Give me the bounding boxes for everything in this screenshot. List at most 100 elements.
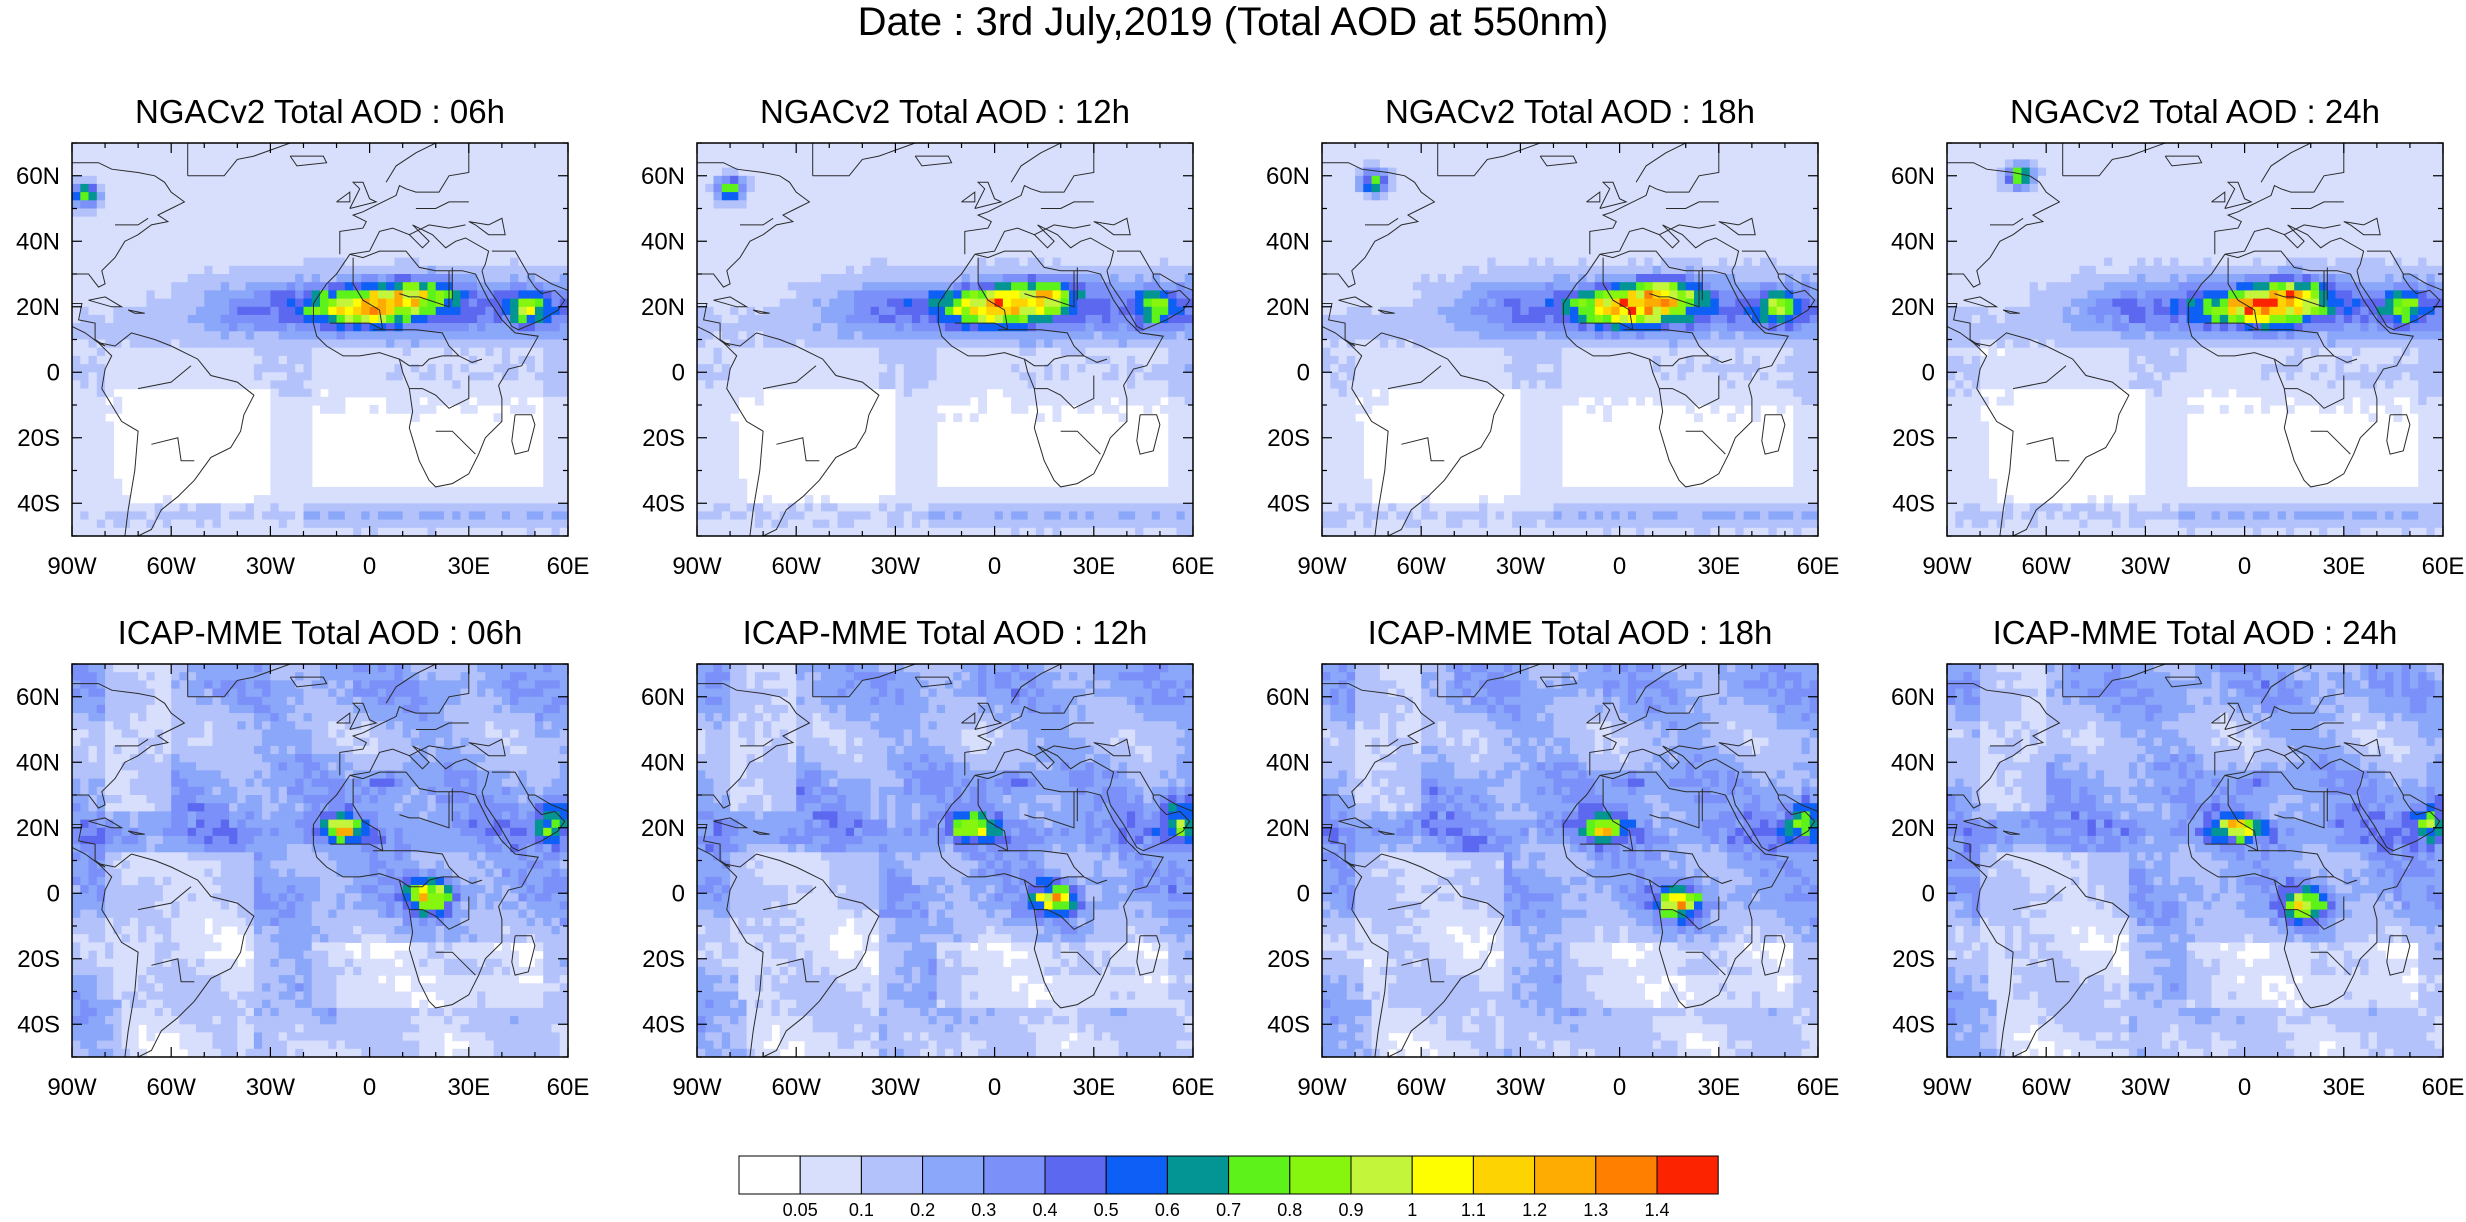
lon-tick-label: 90W <box>1922 1074 1972 1101</box>
lat-tick-label: 0 <box>47 880 60 907</box>
lon-tick-label: 90W <box>47 553 97 580</box>
lat-tick-label: 20S <box>642 946 685 973</box>
lon-tick-label: 60E <box>547 553 590 580</box>
lon-tick-label: 30W <box>1496 553 1546 580</box>
lat-tick-label: 0 <box>1297 880 1310 907</box>
aod-field <box>72 664 568 1057</box>
colorbar-label: 1.3 <box>1583 1200 1608 1220</box>
lon-tick-label: 0 <box>988 1074 1001 1101</box>
panel-title: ICAP-MME Total AOD : 06h <box>118 614 523 651</box>
lon-tick-label: 0 <box>1613 553 1626 580</box>
lat-tick-label: 20N <box>1891 294 1935 321</box>
lon-tick-label: 30W <box>2121 1074 2171 1101</box>
coastlines <box>1322 143 1818 536</box>
lon-tick-label: 30E <box>1697 1074 1740 1101</box>
colorbar-label: 1.1 <box>1461 1200 1486 1220</box>
lon-tick-label: 60W <box>772 553 822 580</box>
lon-tick-label: 30E <box>2322 553 2365 580</box>
lon-tick-label: 30W <box>246 553 296 580</box>
lat-tick-label: 40N <box>1266 228 1310 255</box>
colorbar-label: 0.4 <box>1032 1200 1057 1220</box>
lat-tick-label: 60N <box>16 163 60 190</box>
colorbar-label: 1.4 <box>1644 1200 1669 1220</box>
colorbar-swatch <box>1656 1155 1719 1195</box>
lon-tick-label: 60E <box>1797 553 1840 580</box>
lat-tick-label: 20S <box>1267 425 1310 452</box>
colorbar-label: 1.2 <box>1522 1200 1547 1220</box>
lon-tick-label: 30E <box>1072 553 1115 580</box>
colorbar-swatch <box>1595 1155 1658 1195</box>
lon-tick-label: 90W <box>1297 553 1347 580</box>
colorbar-swatch <box>1350 1155 1413 1195</box>
lon-tick-label: 60E <box>1172 553 1215 580</box>
lat-tick-label: 40N <box>641 228 685 255</box>
colorbar-label: 0.05 <box>783 1200 818 1220</box>
colorbar-swatch <box>922 1155 985 1195</box>
lat-tick-label: 0 <box>1922 880 1935 907</box>
lat-tick-label: 60N <box>1891 163 1935 190</box>
coastlines <box>697 143 1193 536</box>
lon-tick-label: 60W <box>1397 1074 1447 1101</box>
coastlines <box>1947 664 2443 1057</box>
colorbar-swatch <box>1472 1155 1536 1195</box>
colorbar-label: 0.8 <box>1277 1200 1302 1220</box>
lon-tick-label: 90W <box>1297 1074 1347 1101</box>
colorbar-label: 0.5 <box>1094 1200 1119 1220</box>
lat-tick-label: 20N <box>16 294 60 321</box>
colorbar-swatch <box>1411 1155 1474 1195</box>
lon-tick-label: 30W <box>871 553 921 580</box>
lon-tick-label: 90W <box>672 553 722 580</box>
colorbar-swatch <box>1044 1155 1107 1195</box>
map-panel: NGACv2 Total AOD : 12h 90W 60W 30W 0 30E 60E 60… <box>641 93 1214 580</box>
map-panel: ICAP-MME Total AOD : 12h 90W 60W 30W 0 30E 60E… <box>641 614 1214 1101</box>
lat-tick-label: 0 <box>1922 359 1935 386</box>
lat-tick-label: 20N <box>1266 294 1310 321</box>
colorbar-swatch <box>1534 1155 1597 1195</box>
colorbar-swatch <box>983 1155 1046 1195</box>
figure-title: Date : 3rd July,2019 (Total AOD at 550nm… <box>0 0 2466 44</box>
lon-tick-label: 60W <box>147 1074 197 1101</box>
colorbar: 0.05 0.1 0.2 0.3 0.4 0.5 0.6 0.7 0.8 0.9 1 1.1 1.2 1.… <box>738 1155 1719 1220</box>
lat-tick-label: 40S <box>1892 490 1935 517</box>
lat-tick-label: 40S <box>642 490 685 517</box>
lon-tick-label: 60W <box>772 1074 822 1101</box>
colorbar-label: 0.1 <box>849 1200 874 1220</box>
colorbar-label: 0.2 <box>910 1200 935 1220</box>
lon-tick-label: 60E <box>547 1074 590 1101</box>
lat-tick-label: 20S <box>1892 425 1935 452</box>
colorbar-swatch <box>738 1155 801 1195</box>
lat-tick-label: 20N <box>641 815 685 842</box>
lon-tick-label: 30W <box>1496 1074 1546 1101</box>
lat-tick-label: 20N <box>16 815 60 842</box>
lat-tick-label: 0 <box>47 359 60 386</box>
coastlines <box>72 143 568 536</box>
lon-tick-label: 0 <box>363 553 376 580</box>
lon-tick-label: 60E <box>2422 553 2465 580</box>
lat-tick-label: 20N <box>641 294 685 321</box>
lat-tick-label: 60N <box>641 684 685 711</box>
panel-title: ICAP-MME Total AOD : 24h <box>1993 614 2398 651</box>
panel-title: ICAP-MME Total AOD : 18h <box>1368 614 1773 651</box>
lon-tick-label: 60W <box>1397 553 1447 580</box>
lat-tick-label: 20S <box>1892 946 1935 973</box>
lat-tick-label: 60N <box>16 684 60 711</box>
aod-field <box>72 143 568 536</box>
lat-tick-label: 40N <box>641 749 685 776</box>
lat-tick-label: 20S <box>17 946 60 973</box>
lat-tick-label: 20S <box>642 425 685 452</box>
lon-tick-label: 90W <box>672 1074 722 1101</box>
panel-title: NGACv2 Total AOD : 18h <box>1385 93 1755 130</box>
aod-field <box>1322 143 1818 536</box>
lon-tick-label: 0 <box>1613 1074 1626 1101</box>
lon-tick-label: 30W <box>246 1074 296 1101</box>
lon-tick-label: 60E <box>1172 1074 1215 1101</box>
lon-tick-label: 30W <box>2121 553 2171 580</box>
lat-tick-label: 40S <box>1267 1011 1310 1038</box>
lat-tick-label: 40N <box>16 228 60 255</box>
lat-tick-label: 60N <box>1891 684 1935 711</box>
lat-tick-label: 40S <box>1892 1011 1935 1038</box>
lon-tick-label: 0 <box>988 553 1001 580</box>
colorbar-swatch <box>1166 1155 1230 1195</box>
lat-tick-label: 20N <box>1891 815 1935 842</box>
